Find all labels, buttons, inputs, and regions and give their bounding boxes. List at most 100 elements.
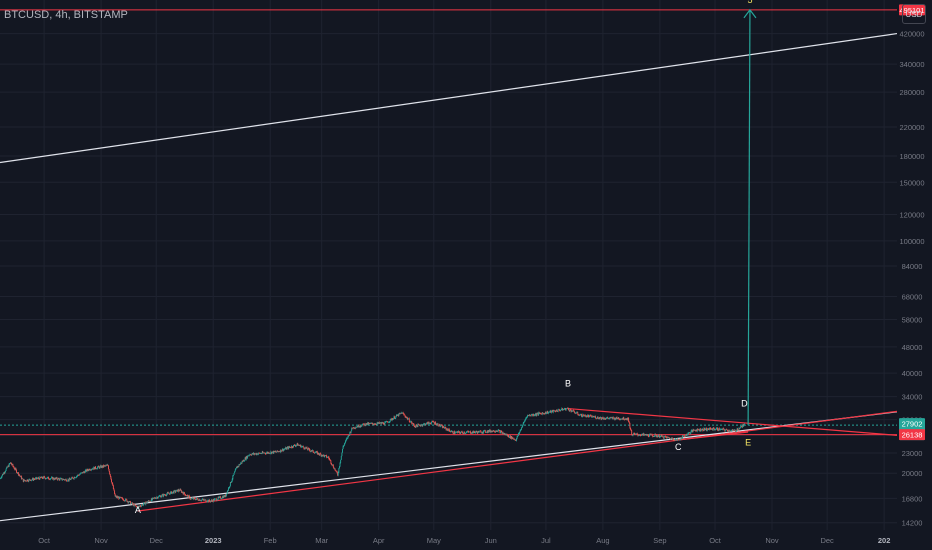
candle-body (343, 445, 345, 447)
candle-body (460, 431, 462, 433)
candle-body (456, 432, 457, 433)
candle-body (590, 415, 592, 416)
candle-body (58, 478, 60, 480)
candle-body (597, 416, 599, 419)
candle-body (12, 464, 14, 467)
candle-body (396, 415, 398, 416)
candle-body (689, 432, 691, 434)
candle-body (104, 465, 106, 467)
candle-body (11, 463, 13, 465)
candle-body (498, 430, 500, 431)
time-axis[interactable] (0, 530, 932, 550)
price-axis[interactable] (897, 0, 932, 530)
candle-body (450, 431, 452, 433)
candle-body (637, 435, 639, 436)
candle-body (462, 433, 464, 434)
candle-body (153, 497, 155, 499)
candle-body (669, 437, 671, 439)
trendline-support-red[interactable] (137, 410, 898, 512)
candle-body (149, 501, 150, 502)
currency-button[interactable]: USD (902, 4, 926, 24)
candle-body (674, 440, 676, 441)
candle-body (250, 454, 252, 456)
candle-body (150, 501, 152, 502)
candle-body (592, 416, 594, 417)
candle-body (465, 433, 467, 434)
candle-body (502, 432, 504, 434)
candle-body (157, 497, 159, 499)
candle-body (519, 431, 521, 434)
candle-body (333, 467, 335, 470)
candle-body (700, 430, 702, 432)
candle-body (606, 418, 608, 419)
candle-body (237, 466, 239, 468)
candle-body (642, 433, 644, 435)
candle-body (645, 434, 647, 436)
candle-body (335, 470, 337, 472)
candle-body (310, 451, 312, 452)
candle-body (292, 447, 294, 448)
candle-body (161, 494, 163, 496)
candle-body (255, 453, 256, 455)
candle-body (302, 446, 304, 448)
candle-body (273, 450, 275, 454)
candle-body (180, 490, 182, 493)
candle-body (550, 410, 552, 413)
candle-body (585, 416, 587, 418)
candle-body (236, 466, 237, 469)
candle-body (722, 428, 724, 430)
candle-body (217, 499, 218, 501)
candle-body (435, 424, 437, 426)
x-tick-label: Nov (765, 536, 779, 545)
candle-body (356, 426, 358, 428)
candle-body (57, 479, 59, 480)
candle-body (174, 490, 176, 493)
candle-body (328, 457, 330, 460)
candle-body (441, 425, 443, 428)
candle-body (655, 434, 657, 437)
candle-body (710, 428, 712, 430)
candle-body (623, 419, 625, 421)
candle-body (659, 436, 661, 438)
candle-body (280, 449, 282, 452)
candle-body (544, 413, 546, 415)
candle-body (351, 427, 353, 429)
candle-body (0, 477, 2, 479)
candle-body (364, 423, 366, 426)
candle-body (306, 447, 308, 450)
candle-body (499, 430, 501, 433)
candle-body (79, 474, 81, 476)
trendline-upper-channel[interactable] (0, 32, 898, 164)
candle-body (69, 478, 71, 480)
candle-body (43, 476, 45, 478)
candle-body (601, 417, 603, 420)
candle-body (471, 433, 473, 434)
candle-body (738, 428, 740, 430)
candle-body (319, 453, 321, 455)
candle-body (620, 418, 622, 420)
candle-body (571, 410, 573, 412)
trendline-triangle-lower[interactable] (678, 431, 749, 441)
candle-body (164, 494, 166, 496)
candle-body (62, 479, 64, 480)
candle-body (449, 430, 451, 432)
trendline-triangle-upper[interactable] (567, 407, 898, 436)
candle-body (652, 435, 653, 437)
candle-body (193, 497, 195, 499)
candle-body (337, 472, 339, 476)
candle-body (672, 438, 674, 440)
candle-body (497, 430, 499, 432)
candle-body (696, 429, 698, 432)
candle-body (39, 476, 41, 480)
candle-body (63, 479, 65, 480)
candle-body (175, 491, 177, 493)
candle-body (169, 493, 171, 495)
candle-body (257, 453, 259, 455)
candle-body (231, 481, 233, 483)
projection-line[interactable] (747, 9, 751, 426)
trendline-support[interactable] (0, 411, 898, 522)
candle-body (200, 500, 202, 502)
candle-body (600, 417, 601, 419)
candle-body (542, 413, 544, 414)
